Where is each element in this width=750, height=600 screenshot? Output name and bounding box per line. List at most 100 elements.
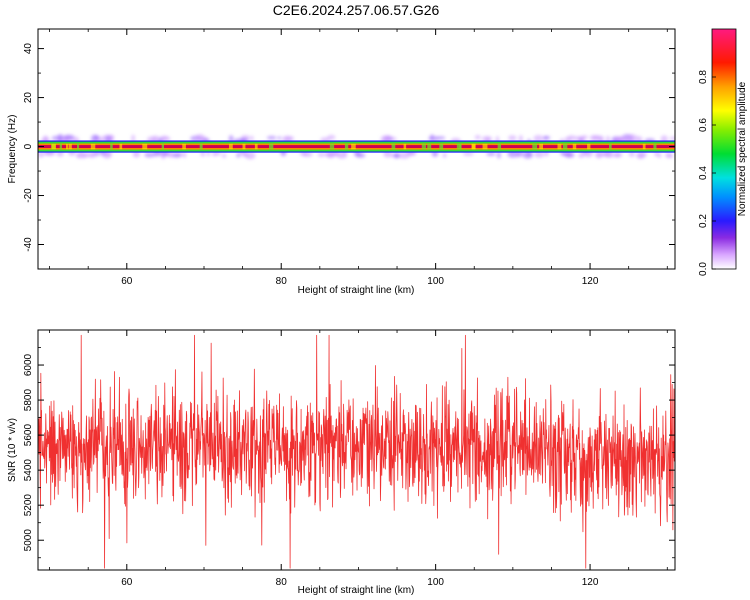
halo-patch (589, 135, 600, 141)
band-speckle (497, 143, 502, 150)
band-speckle (268, 143, 274, 150)
halo-patch (244, 152, 256, 160)
snr-y-axis-label: SNR (10 * v/v) (7, 418, 18, 482)
snr-y-tick-label: 5400 (23, 459, 34, 482)
halo-patch (89, 152, 96, 159)
figure-title: C2E6.2024.257.06.57.G26 (273, 2, 440, 18)
halo-patch (200, 151, 206, 157)
snr-y-ticks: 5000 5200 5400 5600 5800 6000 (23, 329, 675, 559)
snr-y-tick-label: 5200 (23, 494, 34, 517)
halo-patch (578, 153, 585, 158)
snr-x-axis-label: Height of straight line (km) (298, 585, 415, 596)
snr-x-tick-label: 60 (121, 577, 133, 588)
band-speckle (539, 143, 544, 150)
spectrogram-y-tick-label: 40 (23, 43, 34, 55)
halo-patch (161, 151, 166, 160)
spectrogram-x-tick-label: 120 (582, 276, 599, 287)
band-speckle (456, 143, 461, 150)
colorbar-tick-label: 0.2 (698, 214, 709, 228)
band-speckle (329, 143, 335, 150)
halo-patch (214, 152, 222, 156)
snr-x-tick-label: 80 (276, 577, 288, 588)
spectrogram-y-tick-label: 0 (23, 143, 34, 149)
halo-patch (581, 135, 588, 140)
spectrogram-y-tick-label: -40 (23, 237, 34, 252)
halo-patch (601, 152, 610, 157)
halo-patch (559, 151, 567, 156)
spectrogram-y-axis-label: Frequency (Hz) (7, 115, 18, 184)
halo-patch (669, 136, 675, 141)
colorbar-tick-label: 0.0 (698, 262, 709, 276)
halo-patch (336, 152, 348, 159)
band-speckle (344, 143, 349, 150)
band-speckle (110, 143, 113, 150)
colorbar-label: Normalized spectral amplitude (737, 81, 748, 216)
band-speckle (119, 143, 123, 150)
halo-patch (81, 152, 92, 158)
band-speckle (532, 143, 538, 150)
band-speckle (254, 143, 258, 150)
halo-patch (302, 152, 313, 157)
band-speckle (242, 143, 246, 150)
halo-patch (38, 151, 45, 158)
spectrogram-frame (37, 28, 676, 270)
halo-patch (636, 152, 645, 159)
halo-patch (526, 152, 533, 156)
snr-frame (37, 329, 676, 571)
spectrogram-y-ticks: 40 20 0 -20 -40 (23, 43, 675, 270)
band-speckle (228, 143, 233, 150)
halo-patch (250, 135, 254, 141)
snr-y-tick-label: 5000 (23, 529, 34, 552)
band-core-layer (38, 145, 675, 149)
halo-patch (228, 135, 234, 143)
band-speckle (66, 143, 69, 150)
band-speckle (421, 143, 426, 150)
halo-patch (222, 153, 227, 159)
band-speckle (76, 143, 80, 150)
band-speckle (51, 143, 56, 150)
halo-patch (327, 135, 336, 140)
band-speckle (90, 143, 96, 150)
halo-patch (206, 151, 211, 157)
band-speckle (609, 143, 612, 150)
halo-patch (497, 151, 501, 159)
band-speckle (403, 143, 407, 150)
band-speckle (142, 143, 148, 150)
halo-patch (543, 135, 551, 140)
band-speckle (482, 143, 488, 150)
spectrogram-plot-area (38, 133, 675, 160)
snr-y-tick-label: 5600 (23, 424, 34, 447)
snr-x-tick-label: 120 (582, 577, 599, 588)
halo-patch (160, 135, 169, 141)
band-speckle (572, 143, 577, 150)
halo-patch (236, 153, 241, 158)
spectrogram-x-tick-label: 100 (427, 276, 444, 287)
band-speckle (427, 143, 432, 150)
band-speckle (391, 143, 396, 150)
colorbar: 0.0 0.2 0.4 0.6 0.8 Normalized spectral ampl… (698, 28, 748, 276)
halo-patch (667, 153, 674, 159)
band-speckle (59, 143, 62, 150)
band-speckle (351, 143, 356, 150)
halo-patch (182, 152, 187, 158)
halo-patch (534, 151, 545, 158)
halo-patch (428, 136, 440, 141)
halo-patch (62, 134, 75, 140)
halo-patch (323, 152, 334, 157)
snr-series-line (38, 334, 675, 569)
snr-x-ticks: 60 80 100 120 (49, 330, 668, 588)
spectrogram-panel: 60 80 100 120 40 20 0 -20 -40 Height of straigh… (7, 28, 676, 296)
halo-patch (195, 134, 205, 141)
halo-patch (508, 135, 517, 141)
snr-y-tick-label: 5800 (23, 389, 34, 412)
halo-patch (93, 135, 100, 140)
halo-patch (277, 136, 282, 140)
colorbar-gradient (711, 28, 737, 270)
halo-patch (486, 152, 496, 157)
halo-patch (628, 152, 635, 158)
halo-patch (171, 153, 182, 158)
halo-patch (317, 152, 325, 157)
halo-patch (76, 152, 80, 159)
halo-patch (564, 152, 575, 158)
